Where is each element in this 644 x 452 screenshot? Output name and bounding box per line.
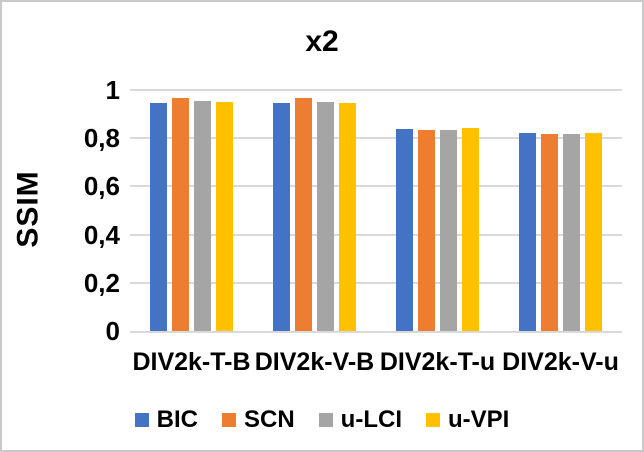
legend-label-SCN: SCN (244, 406, 295, 433)
y-tick-label-0,2: 0,2 (83, 267, 120, 298)
bar-BIC-DIV2k-V-u (519, 132, 536, 331)
bar-groups (130, 90, 622, 331)
legend-swatch-u-VPI (425, 413, 440, 427)
bar-group-DIV2k-V-B (253, 90, 376, 331)
bar-group-DIV2k-T-B (130, 90, 253, 331)
bar-BIC-DIV2k-V-B (273, 103, 290, 331)
x-label-DIV2k-V-u: DIV2k-V-u (502, 348, 619, 376)
bar-SCN-DIV2k-V-B (295, 98, 312, 331)
bar-BIC-DIV2k-T-u (396, 128, 413, 331)
legend-swatch-u-LCI (318, 413, 333, 427)
bar-SCN-DIV2k-V-u (541, 133, 558, 331)
gridline-0,8 (130, 137, 622, 140)
bar-u-VPI-DIV2k-V-B (339, 102, 356, 331)
legend-item-SCN: SCN (222, 406, 295, 434)
bar-u-VPI-DIV2k-V-u (585, 132, 602, 331)
legend-label-u-VPI: u-VPI (447, 406, 510, 433)
y-tick-label-0,6: 0,6 (83, 171, 120, 202)
legend-label-BIC: BIC (156, 406, 198, 433)
legend: BIC SCN u-LCI u-VPI (2, 402, 642, 438)
chart-title: x2 (305, 25, 339, 58)
legend-item-u-VPI: u-VPI (425, 406, 510, 434)
x-label-DIV2k-T-B: DIV2k-T-B (132, 348, 251, 376)
legend-label-u-LCI: u-LCI (340, 406, 402, 433)
bar-u-LCI-DIV2k-V-u (563, 134, 580, 331)
gridline-1 (130, 89, 622, 91)
legend-item-u-LCI: u-LCI (318, 406, 402, 434)
bar-BIC-DIV2k-T-B (150, 102, 167, 331)
bar-SCN-DIV2k-T-B (172, 97, 189, 331)
gridline-0,2 (130, 281, 622, 284)
plot-area (130, 89, 622, 333)
y-tick-label-0,4: 0,4 (83, 219, 120, 250)
y-tick-label-1: 1 (105, 75, 120, 105)
bar-group-DIV2k-V-u (499, 90, 622, 331)
bar-group-DIV2k-T-u (376, 90, 499, 331)
bar-SCN-DIV2k-T-u (418, 129, 435, 331)
x-axis-category-labels: DIV2k-T-B DIV2k-V-B DIV2k-T-u DIV2k-V-u (130, 346, 622, 378)
legend-item-BIC: BIC (134, 406, 198, 434)
y-tick-label-0: 0 (105, 316, 120, 346)
bar-u-VPI-DIV2k-T-u (462, 128, 479, 331)
bar-u-LCI-DIV2k-T-B (194, 101, 211, 331)
y-tick-label-0,8: 0,8 (83, 123, 120, 154)
legend-swatch-SCN (222, 413, 236, 427)
bar-u-VPI-DIV2k-T-B (216, 101, 233, 331)
bar-u-LCI-DIV2k-T-u (440, 130, 457, 331)
gridline-0,4 (130, 233, 622, 236)
gridline-0,6 (130, 185, 622, 188)
bar-u-LCI-DIV2k-V-B (317, 102, 334, 331)
legend-swatch-BIC (134, 413, 149, 427)
x-label-DIV2k-V-B: DIV2k-V-B (254, 348, 375, 376)
x-label-DIV2k-T-u: DIV2k-T-u (379, 348, 496, 376)
